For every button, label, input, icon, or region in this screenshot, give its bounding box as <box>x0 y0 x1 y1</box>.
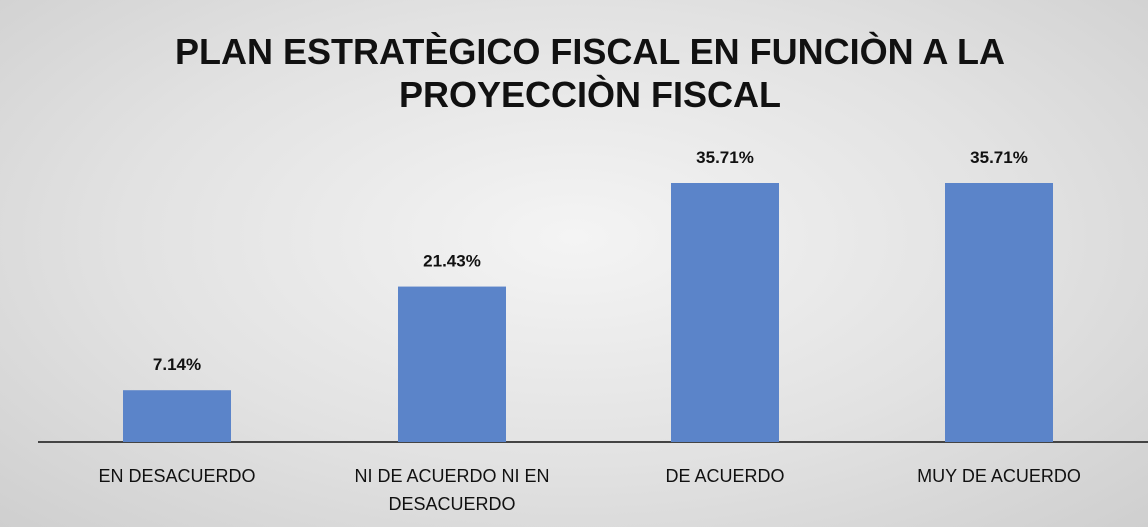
x-tick-label: MUY DE ACUERDO <box>917 466 1081 486</box>
value-label: 35.71% <box>696 148 754 167</box>
x-tick-label: EN DESACUERDO <box>98 466 256 486</box>
bar <box>945 183 1053 442</box>
x-tick-label: DE ACUERDO <box>665 466 785 486</box>
bar <box>671 183 779 442</box>
value-label: 21.43% <box>423 252 481 271</box>
value-label: 7.14% <box>153 355 201 374</box>
bar <box>398 286 506 442</box>
bar <box>123 390 231 442</box>
chart-title: PLAN ESTRATÈGICO FISCAL EN FUNCIÒN A LA … <box>174 31 1005 115</box>
x-tick-label: NI DE ACUERDO NI EN DESACUERDO <box>354 466 550 514</box>
value-label: 35.71% <box>970 148 1028 167</box>
